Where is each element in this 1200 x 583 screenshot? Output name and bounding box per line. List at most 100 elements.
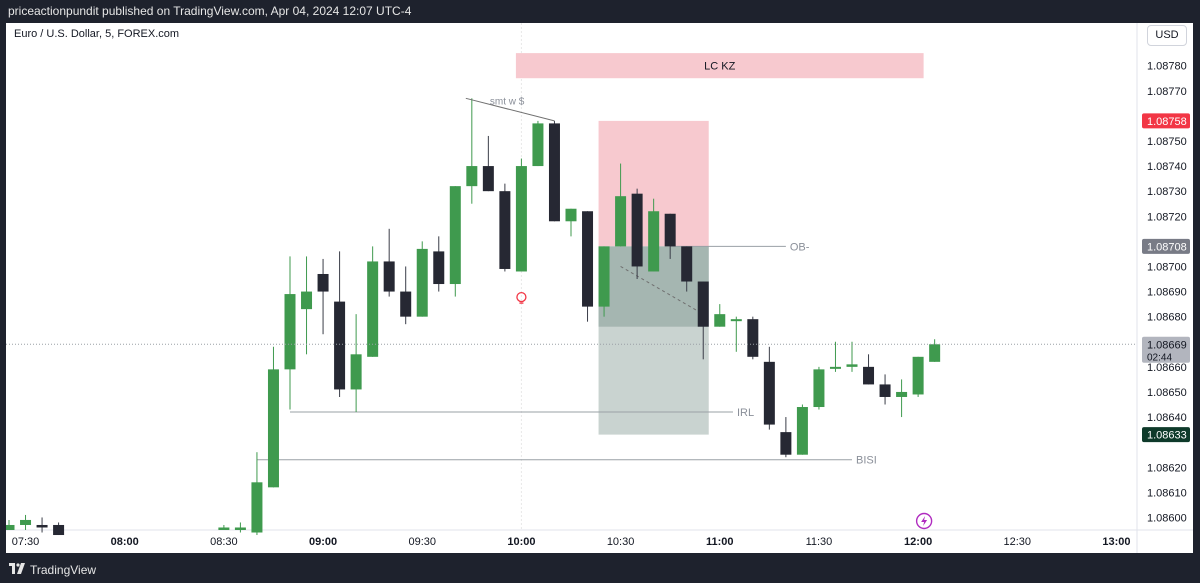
- price-badge: [1142, 238, 1190, 254]
- candle-body: [763, 361, 775, 425]
- publish-header: priceactionpundit published on TradingVi…: [0, 0, 1200, 23]
- candle-body: [317, 273, 329, 292]
- currency-button[interactable]: USD: [1147, 25, 1187, 46]
- candle-body: [383, 261, 395, 292]
- symbol-label: Euro / U.S. Dollar, 5, FOREX.com: [14, 28, 179, 40]
- candle-body: [234, 527, 246, 530]
- price-tick: 1.08770: [1147, 86, 1187, 98]
- candle-body: [813, 369, 825, 408]
- price-tick: 1.08730: [1147, 186, 1187, 198]
- candle-body: [846, 364, 858, 367]
- time-tick: 07:30: [12, 536, 40, 548]
- candle-body: [400, 291, 412, 317]
- time-tick: 10:00: [507, 536, 535, 548]
- dashed-diagonal: [620, 266, 704, 315]
- time-tick: 08:00: [111, 536, 139, 548]
- candle-body: [499, 191, 511, 269]
- price-tick: 1.08780: [1147, 61, 1187, 73]
- candle-body: [416, 248, 428, 317]
- candle-body: [532, 123, 544, 167]
- price-tick: 1.08680: [1147, 312, 1187, 324]
- zone-label: LC KZ: [704, 61, 735, 73]
- candle-body: [598, 246, 610, 307]
- candle-body: [730, 319, 742, 322]
- smt-line: [465, 97, 555, 122]
- candle-body: [334, 301, 346, 390]
- candle-body: [929, 344, 941, 362]
- candle-body: [482, 166, 494, 192]
- candle-body: [582, 211, 594, 307]
- level-label: IRL: [737, 407, 754, 419]
- candle-body: [36, 524, 48, 528]
- publish-header-text: priceactionpundit published on TradingVi…: [8, 4, 412, 18]
- candle-body: [780, 432, 792, 455]
- candle-body: [466, 166, 478, 187]
- idea-bulb-icon: [516, 291, 527, 303]
- candle-body: [301, 291, 313, 310]
- level-label: OB-: [790, 241, 810, 253]
- tradingview-logo-icon: [9, 563, 25, 574]
- candle-body: [912, 356, 924, 395]
- price-badge: [1142, 113, 1190, 129]
- price-tick: 1.08660: [1147, 362, 1187, 374]
- time-tick: 09:30: [408, 536, 436, 548]
- candle-body: [515, 166, 527, 272]
- candle-body: [863, 366, 875, 385]
- price-badge-countdown: 02:44: [1147, 352, 1172, 363]
- candle-body: [615, 196, 627, 247]
- price-badge: [1142, 336, 1190, 363]
- lightning-icon[interactable]: [915, 512, 933, 530]
- candle-body: [20, 519, 32, 525]
- candle-body: [681, 246, 693, 282]
- price-tick: 1.08700: [1147, 261, 1187, 273]
- time-tick: 08:30: [210, 536, 238, 548]
- price-tick: 1.08640: [1147, 412, 1187, 424]
- candle-body: [747, 319, 759, 357]
- candle-body: [714, 314, 726, 327]
- candle-body: [284, 294, 296, 370]
- time-tick: 11:30: [806, 536, 833, 548]
- candle-body: [449, 186, 461, 285]
- candle-body: [796, 407, 808, 455]
- candle-body: [350, 354, 362, 390]
- candle-body: [896, 391, 908, 397]
- time-tick: 12:00: [904, 536, 932, 548]
- candle-body: [697, 281, 709, 327]
- candle-body: [6, 524, 15, 530]
- time-tick: 10:30: [607, 536, 635, 548]
- price-badge-value: 1.08708: [1147, 241, 1187, 253]
- candle-body: [367, 261, 379, 357]
- level-label: BISI: [856, 455, 877, 467]
- price-tick: 1.08740: [1147, 161, 1187, 173]
- candle-body: [251, 482, 263, 533]
- candle-body: [879, 384, 891, 397]
- candle-body: [53, 524, 65, 536]
- candle-body: [267, 369, 279, 488]
- price-tick: 1.08690: [1147, 287, 1187, 299]
- time-tick: 12:30: [1004, 536, 1032, 548]
- price-badge-value: 1.08758: [1147, 116, 1187, 128]
- candlestick-chart[interactable]: LC KZ OB- IRL BISI smt w $ Euro / U.S. Dollar…: [6, 23, 1193, 553]
- candle-body: [664, 213, 676, 247]
- footer: TradingView: [0, 555, 1200, 583]
- price-tick: 1.08600: [1147, 512, 1187, 524]
- time-tick: 09:00: [309, 536, 337, 548]
- lightning-bolt: [921, 516, 928, 526]
- price-tick: 1.08620: [1147, 462, 1187, 474]
- smt-label: smt w $: [490, 96, 525, 107]
- price-tick: 1.08650: [1147, 387, 1187, 399]
- candle-body: [433, 251, 445, 285]
- candle-body: [631, 193, 643, 267]
- chart-area[interactable]: LC KZ OB- IRL BISI smt w $ Euro / U.S. Dollar…: [6, 23, 1193, 553]
- candle-body: [829, 366, 841, 369]
- candle-body: [218, 527, 230, 530]
- price-tick: 1.08750: [1147, 136, 1187, 148]
- time-tick: 11:00: [706, 536, 734, 548]
- price-badge-value: 1.08633: [1147, 430, 1187, 442]
- price-tick: 1.08720: [1147, 211, 1187, 223]
- zone-box: [515, 53, 924, 79]
- candle-body: [648, 211, 660, 272]
- candle-body: [548, 123, 560, 222]
- price-badge: [1142, 427, 1190, 443]
